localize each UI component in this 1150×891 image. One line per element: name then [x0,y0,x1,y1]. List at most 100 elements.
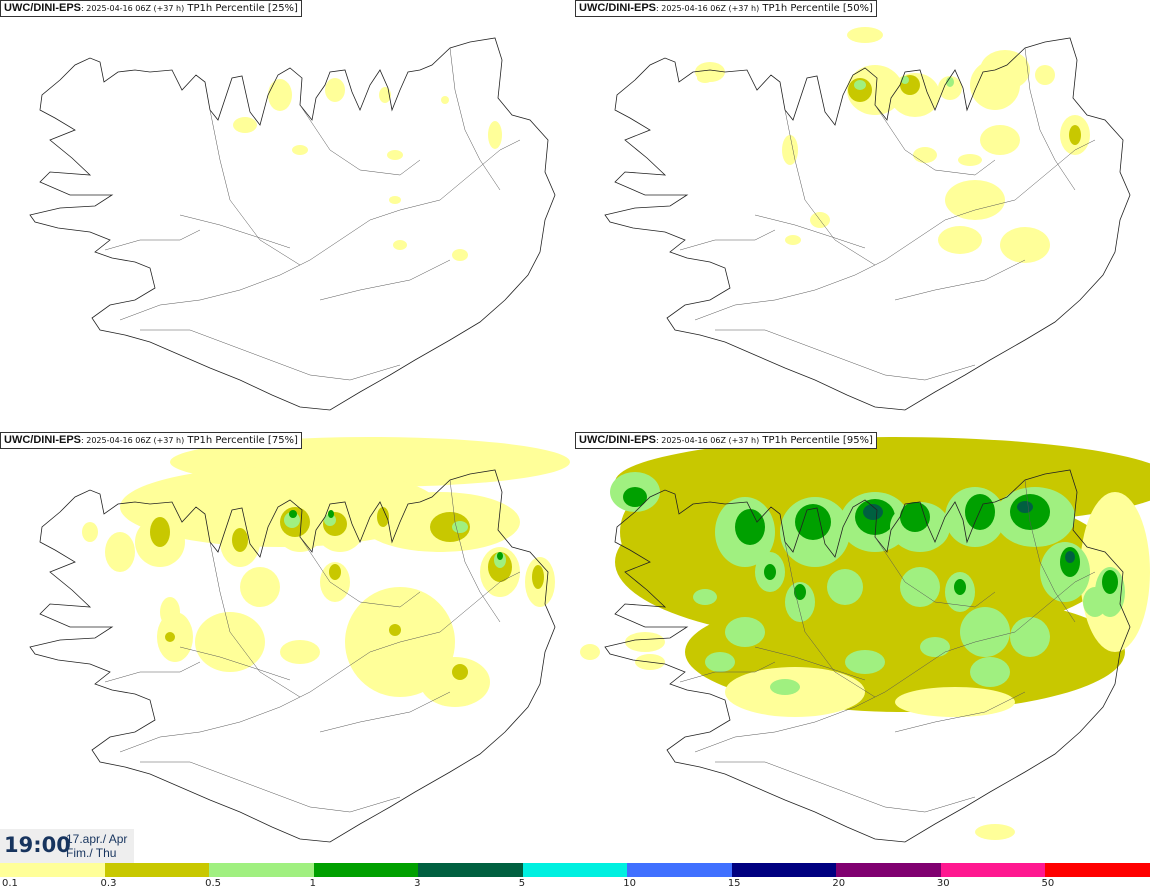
legend-swatch [0,863,106,877]
color-scale-legend: 0.1 0.3 0.5 1 3 5 10 15 20 30 50 [0,863,1150,891]
legend-swatch [627,863,733,877]
road-line [179,214,291,249]
coastline [604,37,1131,411]
legend-swatch [418,863,524,877]
road-line [754,646,866,681]
precip-area [697,73,713,83]
precip-area [705,652,735,672]
precip-area [1010,494,1050,530]
road-line [1024,47,1076,191]
precip-area [232,528,248,552]
precip-area [160,597,180,627]
precip-area [900,502,930,532]
precip-area [387,150,403,160]
precip-area [1000,227,1050,263]
precip-area [794,584,806,600]
road-line [715,329,976,381]
precip-area [625,632,665,652]
precip-area [895,687,1015,717]
precip-area [1102,570,1118,594]
precip-area [847,65,903,115]
road-line [1024,479,1076,623]
legend-label: 0.5 [205,878,221,889]
precip-area [532,565,544,589]
road-line [874,104,996,176]
precip-area [195,612,265,672]
precip-area [958,154,982,166]
legend-swatch [1045,863,1150,877]
road-line [179,646,291,681]
map-panel-p50: UWC/DINI-EPS: 2025-04-16 06Z (+37 h) TP1… [575,0,1150,430]
precip-area [420,657,490,707]
road-line [894,259,1026,301]
road-line [104,229,201,251]
precip-area [488,121,502,149]
legend-label: 30 [936,878,950,889]
precip-area [441,96,449,104]
precip-area [954,579,966,595]
precip-area [292,145,308,155]
precip-area [845,650,885,674]
precip-area [764,564,776,580]
road-line [209,109,301,266]
precip-area [324,514,336,526]
road-line [449,479,501,623]
precip-area [946,77,954,87]
legend-label: 0.1 [2,878,18,889]
road-line [894,691,1026,733]
road-line [299,104,421,176]
precip-area [452,249,468,261]
panel-title: UWC/DINI-EPS: 2025-04-16 06Z (+37 h) TP1… [575,432,877,449]
precip-area [863,504,883,520]
precip-area [452,521,468,533]
precip-area [150,517,170,547]
precip-area [328,510,334,518]
road-line [694,139,1096,321]
legend-swatch [522,863,628,877]
legend-label: 5 [518,878,526,889]
precip-area [970,657,1010,687]
road-line [319,259,451,301]
map-canvas [604,27,1131,411]
precip-area [452,664,468,680]
precip-area [795,504,831,540]
precip-area [735,509,765,545]
precip-area [233,117,257,133]
precip-area [920,637,950,657]
precip-area [693,589,717,605]
map-canvas [580,437,1150,843]
road-line [119,571,521,753]
precip-area [580,644,600,660]
legend-swatch [731,863,837,877]
road-line [874,536,996,608]
precip-area [1069,125,1081,145]
precip-area [938,226,982,254]
precip-area [913,147,937,163]
precip-area [975,824,1015,840]
road-line [679,661,776,683]
precip-area [965,494,995,530]
precip-area [320,562,350,602]
coastline [604,469,1131,843]
precip-area [960,607,1010,657]
valid-time-box: 19:00 17.apr./ Apr Fim./ Thu [0,829,134,863]
legend-label: 10 [623,878,636,889]
precip-area [329,564,341,580]
precip-area [1065,551,1075,563]
valid-date: 17.apr./ Apr [66,832,128,846]
precip-area [854,80,866,90]
legend-label: 15 [727,878,741,889]
precip-area [1035,65,1055,85]
legend-label: 50 [1041,878,1055,889]
precip-area [389,624,401,636]
map-panel-p25: UWC/DINI-EPS: 2025-04-16 06Z (+37 h) TP1… [0,0,575,430]
precip-area [82,522,98,542]
road-line [715,761,976,813]
road-line [694,571,1096,753]
map-canvas [29,437,570,843]
legend-swatch [104,863,210,877]
precip-area [497,552,503,560]
legend-swatch [836,863,942,877]
valid-time: 19:00 [4,833,71,857]
precip-area [165,632,175,642]
